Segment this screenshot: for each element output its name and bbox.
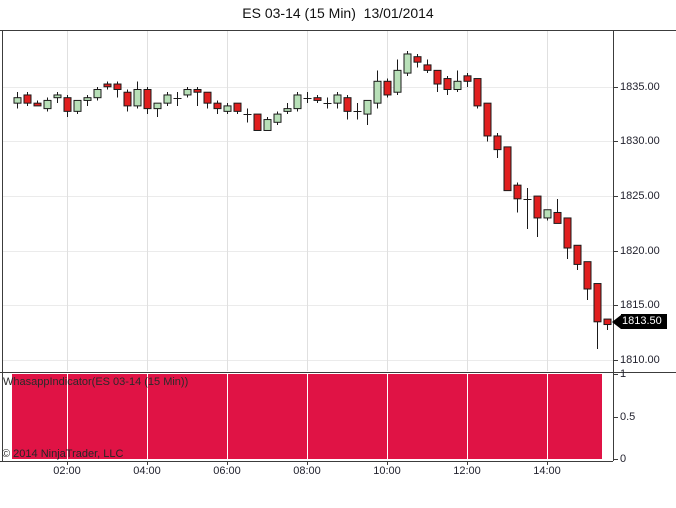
candle-down[interactable] (233, 102, 242, 112)
price-tick-label: 1825.00 (620, 190, 660, 203)
candle-up[interactable] (373, 80, 382, 104)
candle-down[interactable] (113, 83, 122, 90)
price-tick-label: 1835.00 (620, 80, 660, 93)
price-tick-label: 1830.00 (620, 135, 660, 148)
candle-down[interactable] (463, 75, 472, 82)
candle-up[interactable] (283, 108, 292, 112)
candle-down[interactable] (513, 184, 522, 200)
candle-down[interactable] (573, 244, 582, 265)
candle-down[interactable] (553, 211, 562, 224)
candle-down[interactable] (63, 97, 72, 112)
time-tick-label: 02:00 (53, 465, 81, 477)
candle-down[interactable] (253, 113, 262, 131)
candle-down[interactable] (433, 69, 442, 85)
candle-down[interactable] (33, 102, 42, 107)
candle-up[interactable] (43, 99, 52, 110)
candle-down[interactable] (313, 97, 322, 101)
candle-down[interactable] (123, 91, 132, 107)
candle-down[interactable] (593, 283, 602, 323)
badge-arrow-icon (612, 314, 621, 329)
candle-down[interactable] (483, 102, 492, 137)
candle-down[interactable] (193, 88, 202, 93)
indicator-tick-label: 0.5 (620, 410, 636, 423)
candle-up[interactable] (153, 102, 162, 110)
candle-up[interactable] (83, 97, 92, 101)
candle-down[interactable] (493, 135, 502, 151)
time-tick-label: 08:00 (293, 465, 321, 477)
candle-up[interactable] (393, 69, 402, 93)
candle-down[interactable] (23, 94, 32, 104)
copyright-text: © 2014 NinjaTrader, LLC (2, 448, 124, 460)
candle-up[interactable] (273, 113, 282, 123)
candle-up[interactable] (543, 209, 552, 219)
candle-down[interactable] (413, 56, 422, 63)
candle-down[interactable] (503, 146, 512, 192)
time-tick-label: 10:00 (373, 465, 401, 477)
time-tick-label: 06:00 (213, 465, 241, 477)
indicator-tick-label: 0 (620, 453, 627, 465)
time-tick-label: 04:00 (133, 465, 161, 477)
time-tick-label: 12:00 (453, 465, 481, 477)
candle-up[interactable] (223, 105, 232, 112)
price-tick-label: 1820.00 (620, 244, 660, 257)
candle-up[interactable] (183, 88, 192, 96)
candle-down[interactable] (603, 318, 612, 326)
badge-value: 1813.50 (621, 314, 667, 330)
candle-up[interactable] (333, 94, 342, 104)
candle-up[interactable] (293, 94, 302, 110)
indicator-tick-label: 1 (620, 368, 627, 380)
candle-up[interactable] (133, 88, 142, 107)
candle-up[interactable] (163, 94, 172, 104)
candle-down[interactable] (583, 261, 592, 290)
candle-down[interactable] (343, 97, 352, 112)
candle-down[interactable] (533, 195, 542, 219)
candle-up[interactable] (53, 94, 62, 99)
price-tick-label: 1810.00 (620, 354, 660, 367)
candle-down[interactable] (383, 80, 392, 96)
last-price-badge: 1813.50 (612, 314, 667, 330)
chart-title: ES 03-14 (15 Min) 13/01/2014 (242, 5, 434, 21)
candle-down[interactable] (213, 102, 222, 110)
indicator-label: WhasappIndicator(ES 03-14 (15 Min)) (3, 376, 189, 388)
candle-up[interactable] (263, 119, 272, 131)
candle-down[interactable] (203, 91, 212, 104)
candle-down[interactable] (143, 88, 152, 110)
candle-up[interactable] (453, 80, 462, 90)
price-tick-label: 1815.00 (620, 299, 660, 312)
candle-down[interactable] (473, 78, 482, 107)
candle-down[interactable] (563, 217, 572, 249)
candle-up[interactable] (403, 53, 412, 74)
time-tick-label: 14:00 (533, 465, 561, 477)
candle-down[interactable] (443, 78, 452, 90)
candle-up[interactable] (363, 99, 372, 115)
candle-up[interactable] (73, 99, 82, 112)
candle-up[interactable] (13, 97, 22, 104)
candle-down[interactable] (103, 83, 112, 88)
candle-up[interactable] (93, 88, 102, 99)
candle-down[interactable] (423, 64, 432, 71)
